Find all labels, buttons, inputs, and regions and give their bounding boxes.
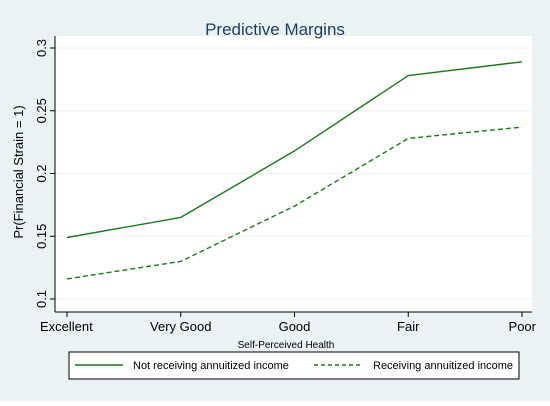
x-tick-label: Very Good (150, 319, 211, 334)
x-axis-label: Self-Perceived Health (238, 340, 335, 351)
x-tick-label: Excellent (40, 319, 93, 334)
y-tick-label: 0.15 (34, 224, 49, 249)
x-tick-label: Poor (509, 319, 537, 334)
series-lines (66, 61, 523, 280)
y-tick-label: 0.25 (34, 98, 49, 123)
x-tick-label: Good (279, 319, 311, 334)
y-axis-ticks: 0.1 0.15 0.2 0.25 0.3 (34, 39, 55, 308)
legend: Not receiving annuitized income Receivin… (68, 351, 520, 380)
legend-label-not-receiving: Not receiving annuitized income (133, 360, 289, 372)
series-line-not-receiving (66, 61, 523, 239)
gridlines (55, 47, 532, 300)
legend-label-receiving: Receiving annuitized income (373, 360, 513, 372)
y-tick-label: 0.2 (34, 164, 49, 182)
series-line-receiving (66, 126, 523, 280)
y-axis-label: Pr(Financial Strain = 1) (11, 105, 26, 238)
legend-box (68, 351, 520, 380)
x-axis-ticks: Excellent Very Good Good Fair Poor (40, 312, 537, 334)
chart-title: Predictive Margins (205, 20, 345, 39)
y-tick-label: 0.3 (34, 39, 49, 57)
x-tick-label: Fair (397, 319, 420, 334)
y-tick-label: 0.1 (34, 290, 49, 308)
